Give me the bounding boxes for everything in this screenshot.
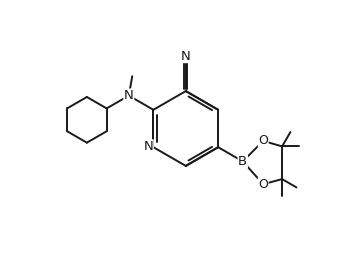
Text: N: N — [124, 89, 134, 102]
Text: N: N — [143, 140, 153, 153]
Text: N: N — [181, 50, 191, 62]
Text: O: O — [258, 134, 268, 148]
Text: B: B — [238, 155, 247, 168]
Text: O: O — [258, 178, 268, 191]
